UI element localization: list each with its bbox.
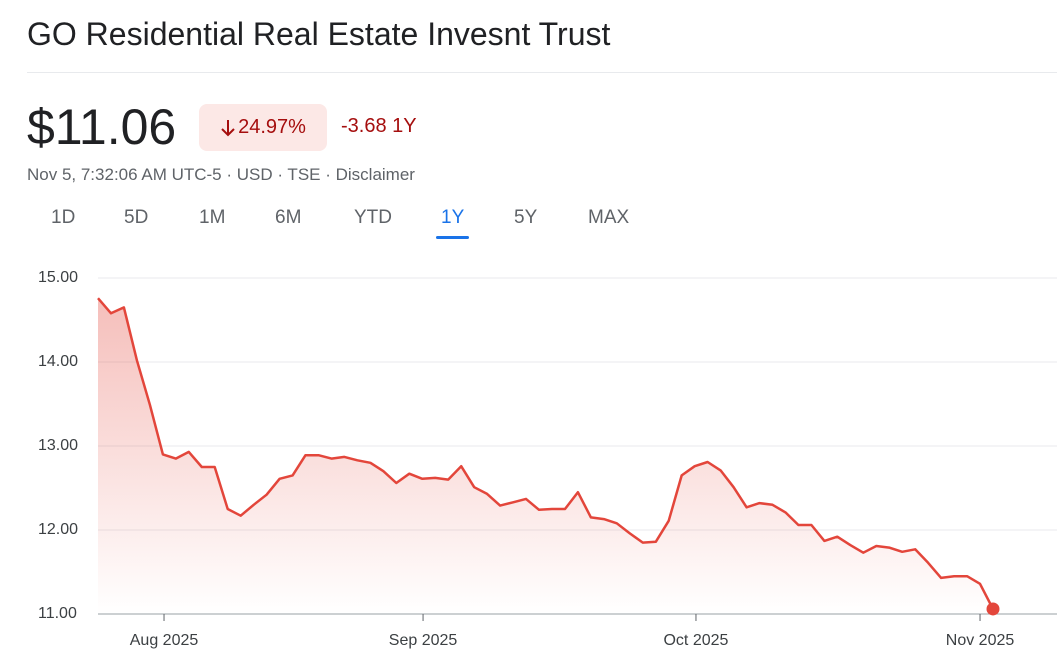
area <box>98 298 993 614</box>
x-tick-label: Nov 2025 <box>946 632 1015 649</box>
disclaimer-link[interactable]: Disclaimer <box>335 165 415 184</box>
change-amount: -3.68 1Y <box>341 115 417 137</box>
range-tab[interactable]: 1M <box>199 207 226 228</box>
range-tab[interactable]: 5Y <box>514 207 538 228</box>
meta-text: Nov 5, 7:32:06 AM UTC-5 · USD · TSE · <box>27 165 331 184</box>
change-badge: 24.97% <box>199 104 327 151</box>
range-tab[interactable]: 6M <box>275 207 302 228</box>
x-tick-label: Oct 2025 <box>663 632 728 649</box>
y-tick-label: 15.00 <box>38 269 78 286</box>
range-tab[interactable]: YTD <box>354 207 392 228</box>
range-tab[interactable]: MAX <box>588 207 630 228</box>
y-tick-label: 12.00 <box>38 521 78 538</box>
x-tick-label: Aug 2025 <box>130 632 199 649</box>
range-tab[interactable]: 5D <box>124 207 149 228</box>
page-title: GO Residential Real Estate Invesnt Trust <box>27 16 611 52</box>
y-tick-label: 13.00 <box>38 437 78 454</box>
y-tick-label: 11.00 <box>38 605 77 622</box>
down-arrow-icon <box>221 119 235 136</box>
price: $11.06 <box>27 99 177 155</box>
quote-meta: Nov 5, 7:32:06 AM UTC-5 · USD · TSE · Di… <box>27 165 415 185</box>
change-percent: 24.97% <box>238 116 306 138</box>
last-point <box>986 602 1000 616</box>
chart: 11.00 12.00 13.00 14.00 15.00 Aug 2025 Sep 202… <box>38 269 1057 649</box>
price-line <box>97 297 995 610</box>
x-tick-label: Sep 2025 <box>389 632 458 649</box>
range-tab[interactable]: 1D <box>51 207 76 228</box>
divider <box>27 72 1057 73</box>
y-tick-label: 14.00 <box>38 353 78 370</box>
range-tab[interactable]: 1Y <box>435 205 470 239</box>
